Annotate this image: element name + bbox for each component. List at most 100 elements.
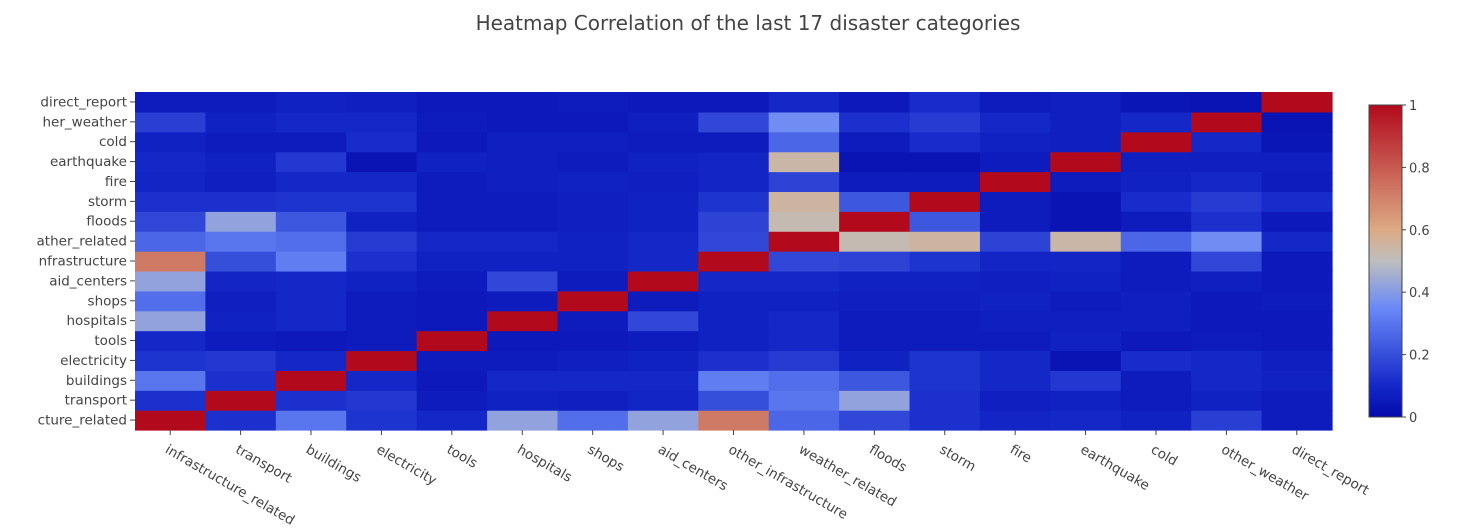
heatmap-cell [487,330,559,352]
heatmap-cell [135,390,207,411]
heatmap-cell [346,370,418,391]
heatmap-cell [346,211,418,232]
heatmap-cell [698,231,770,252]
heatmap-cell [487,131,559,153]
heatmap-cell [839,350,911,371]
heatmap-cell [557,191,629,212]
heatmap-cell [698,390,770,411]
heatmap-cell [416,390,488,411]
heatmap-cell [768,330,840,352]
heatmap-cell [275,211,347,232]
heatmap-cell [698,330,770,352]
heatmap-cell [416,410,488,431]
heatmap-cell [1191,310,1263,332]
heatmap-cell [1050,231,1122,252]
heatmap-cell [698,211,770,232]
y-tick-label: aid_centers [49,273,127,289]
heatmap-cell [698,310,770,332]
heatmap-cell [1120,270,1192,292]
x-tick-label: storm [937,442,979,475]
heatmap-cell [275,151,347,173]
heatmap-cell [1191,251,1263,272]
colorbar-ticks: 0 0.2 0.4 0.6 0.8 1 [1402,99,1430,426]
y-tick-label: cture_related [38,413,127,429]
heatmap-cell [909,131,981,153]
heatmap-cell [979,370,1051,391]
heatmap-cell [1261,191,1333,212]
heatmap-cell [1050,290,1122,312]
heatmap-cell [346,251,418,272]
heatmap-cell [627,330,699,352]
heatmap-cell [135,290,207,312]
heatmap-cell [627,350,699,371]
heatmap-cell [1120,191,1192,212]
heatmap-cell [1191,370,1263,391]
heatmap-cell [275,270,347,292]
heatmap-cell [627,171,699,193]
heatmap-cell [557,310,629,332]
heatmap-cell [909,231,981,252]
heatmap-cell [487,410,559,431]
x-tick-label: shops [585,442,627,476]
heatmap-cell [346,350,418,371]
heatmap-cell [979,330,1051,352]
heatmap-cell [416,370,488,391]
heatmap-cell [557,231,629,252]
heatmap-cell [909,92,981,113]
heatmap-cell [839,111,911,133]
heatmap-cell [135,370,207,391]
heatmap-cell [1120,92,1192,113]
heatmap-cell [1191,270,1263,292]
heatmap-cell [416,211,488,232]
heatmap-cell [909,191,981,212]
heatmap-cell [1120,151,1192,173]
x-tick-label: hospitals [514,442,574,486]
heatmap-cell [839,92,911,113]
heatmap-cell [768,251,840,272]
x-tick-label: buildings [303,442,364,486]
heatmap-cell [416,171,488,193]
heatmap-cell [979,270,1051,292]
heatmap-cell [1050,310,1122,332]
heatmap-cell [205,211,277,232]
heatmap-cell [487,350,559,371]
heatmap-cell [205,370,277,391]
heatmap-cell [768,350,840,371]
x-tick-label: infrastructure_related [162,442,297,529]
heatmap-cell [1050,330,1122,352]
heatmap-cell [698,92,770,113]
heatmap-cell [557,330,629,352]
heatmap-cell [1120,350,1192,371]
heatmap-cell [416,290,488,312]
heatmap-cell [768,92,840,113]
heatmap-cell [627,390,699,411]
heatmap-cell [1261,251,1333,272]
heatmap-cell [627,251,699,272]
x-tick-label: tools [444,442,480,472]
colorbar-tick-label: 0.4 [1409,286,1430,301]
heatmap-cell [698,290,770,312]
heatmap-cell [979,191,1051,212]
heatmap-cell [627,231,699,252]
heatmap-cell [1261,290,1333,312]
heatmap-cell [135,251,207,272]
heatmap-cell [205,330,277,352]
heatmap-cell [135,310,207,332]
heatmap-cell [1261,390,1333,411]
colorbar: 0 0.2 0.4 0.6 0.8 1 [1368,99,1430,426]
colorbar-gradient [1368,104,1403,418]
heatmap-cell [557,290,629,312]
chart-title: Heatmap Correlation of the last 17 disas… [476,11,1021,35]
heatmap-cell [627,111,699,133]
heatmap-cell [768,270,840,292]
y-tick-label: ather_related [37,234,127,250]
heatmap-cell [346,231,418,252]
heatmap-cell [275,111,347,133]
heatmap-cell [487,191,559,212]
heatmap-cell [979,111,1051,133]
heatmap-cell [557,410,629,431]
heatmap-cell [909,290,981,312]
heatmap-cell [909,270,981,292]
colorbar-tick-label: 1 [1409,99,1417,114]
heatmap-cell [205,270,277,292]
